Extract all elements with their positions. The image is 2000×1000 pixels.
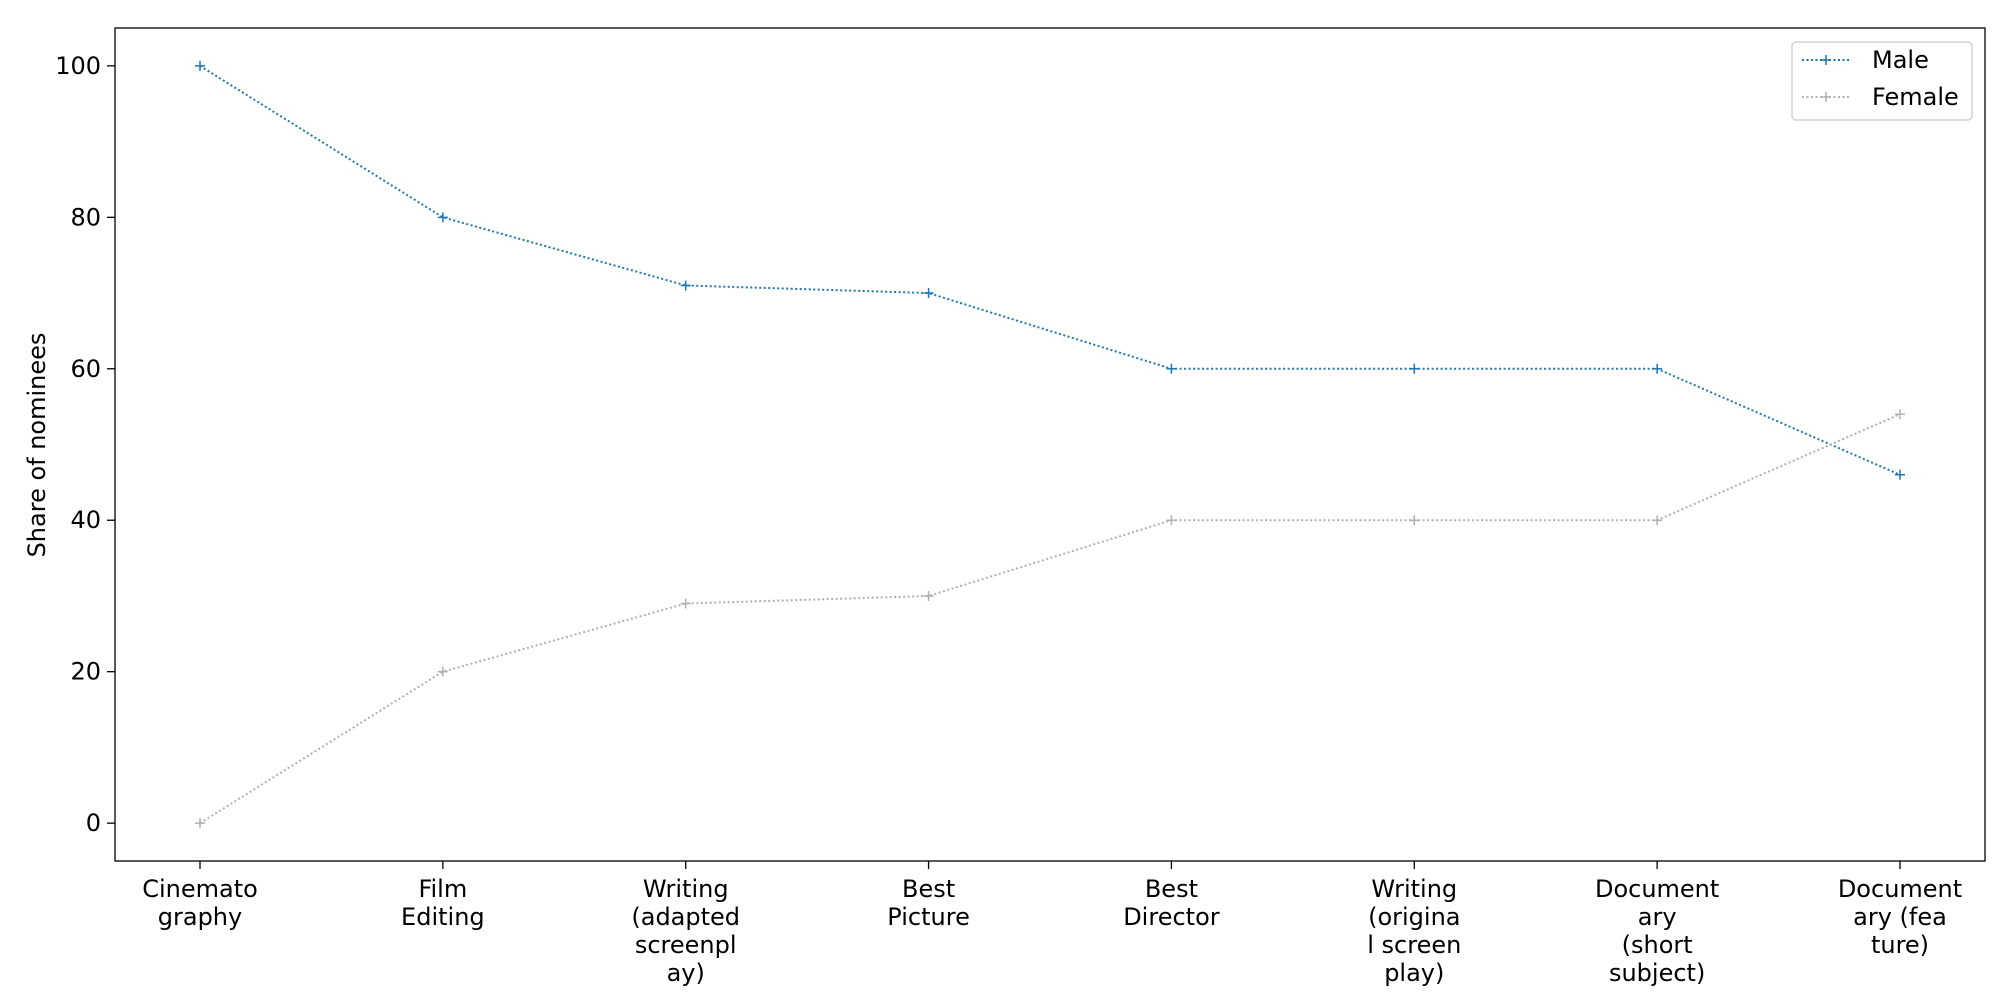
- series-line: [199, 413, 1901, 824]
- data-point: [195, 818, 205, 829]
- plot-frame: [114, 27, 1986, 862]
- data-point: [1166, 363, 1177, 374]
- data-point: [437, 212, 448, 223]
- data-point: [923, 590, 934, 601]
- legend-label: Male: [1872, 46, 1929, 74]
- legend-marker: [1821, 92, 1831, 102]
- x-tick-label: Best Picture: [887, 875, 970, 931]
- x-tick-label: Best Director: [1123, 875, 1220, 931]
- x-tick-label: Film Editing: [401, 875, 485, 931]
- y-tick-label: 100: [55, 52, 101, 80]
- data-point: [680, 598, 691, 609]
- x-tick-label: Writing (adapted screenpl ay): [631, 875, 740, 987]
- legend: Male Female: [1791, 41, 1973, 121]
- data-point: [1652, 363, 1663, 374]
- series-layer: [195, 60, 1905, 829]
- x-tick-label: Writing (origina l screen play): [1367, 875, 1461, 987]
- x-tick-label: Document ary (fea ture): [1838, 875, 1962, 959]
- y-tick-label: 60: [70, 355, 101, 383]
- data-point: [1409, 515, 1420, 526]
- series-female: [195, 409, 1905, 829]
- data-point: [1652, 515, 1663, 526]
- data-point: [680, 280, 691, 291]
- data-point: [437, 666, 448, 677]
- legend-label: Female: [1872, 83, 1959, 111]
- legend-marker: [1821, 55, 1831, 65]
- data-point: [1409, 363, 1420, 374]
- y-tick-label: 20: [70, 658, 101, 686]
- x-axis: Cinemato graphy Film Editing Writing (adapted…: [142, 861, 1962, 987]
- y-tick-label: 40: [70, 506, 101, 534]
- series-line: [199, 65, 1901, 476]
- data-point: [1895, 469, 1905, 480]
- x-tick-label: Cinemato graphy: [142, 875, 258, 931]
- data-point: [195, 60, 205, 71]
- series-male: [195, 60, 1905, 480]
- y-axis: 0 20 40 60 80 100: [55, 52, 115, 837]
- y-axis-label: Share of nominees: [23, 333, 51, 558]
- legend-box: [1791, 41, 1973, 121]
- data-point: [1895, 409, 1905, 420]
- data-point: [1166, 515, 1177, 526]
- y-tick-label: 80: [70, 203, 101, 231]
- y-tick-label: 0: [86, 809, 101, 837]
- x-tick-label: Document ary (short subject): [1595, 875, 1719, 987]
- data-point: [923, 288, 934, 299]
